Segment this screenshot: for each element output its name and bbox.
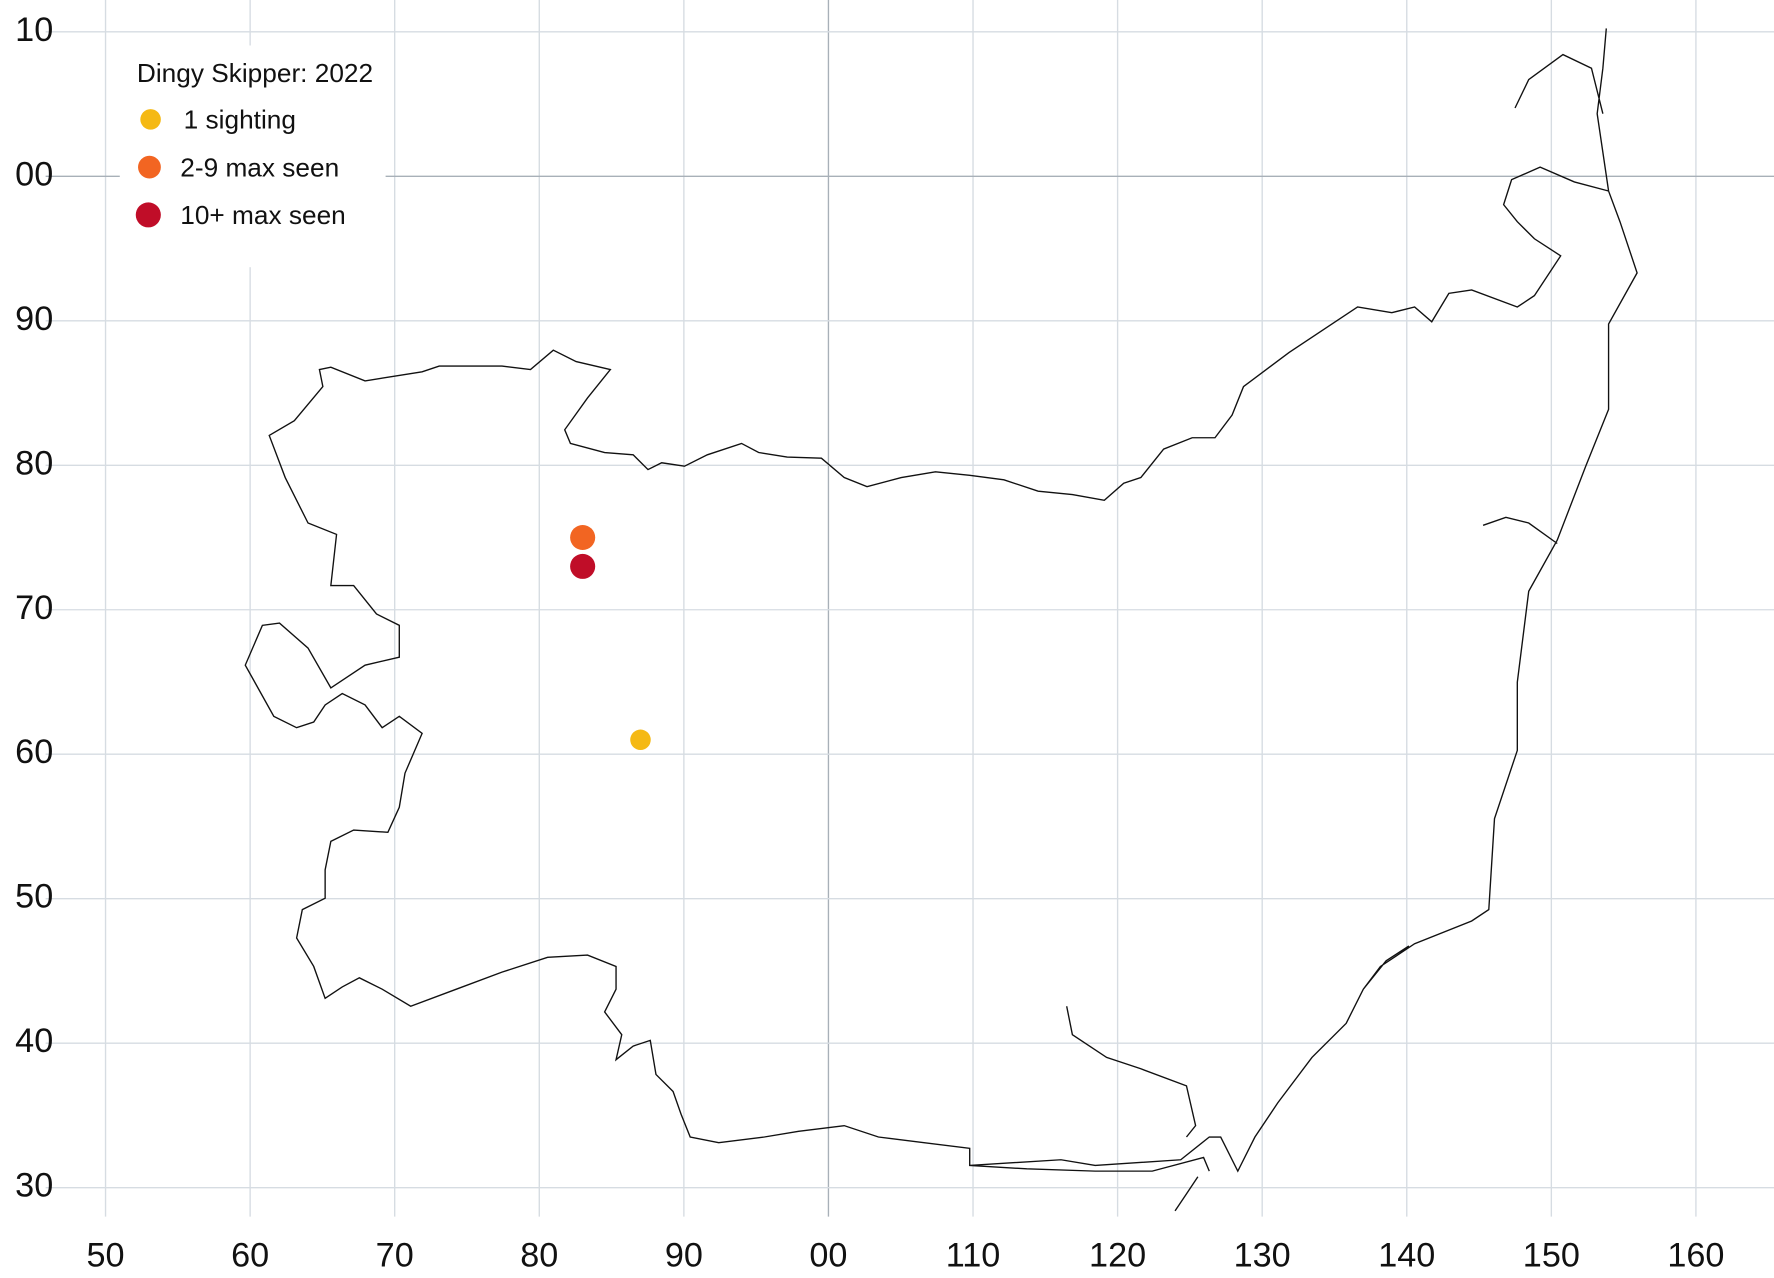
y-tick-label: 90 bbox=[15, 300, 53, 338]
sighting-dot bbox=[570, 553, 596, 579]
grid bbox=[45, 0, 1774, 1217]
legend-background bbox=[119, 45, 386, 268]
sighting-dot bbox=[570, 524, 596, 551]
legend-marker bbox=[140, 109, 161, 130]
y-tick-label: 10 bbox=[15, 11, 53, 49]
y-tick-label: 80 bbox=[15, 444, 53, 482]
x-tick-label: 80 bbox=[520, 1237, 558, 1275]
legend-label: 2-9 max seen bbox=[180, 152, 339, 182]
county-boundary bbox=[244, 28, 1638, 1212]
x-tick-label: 90 bbox=[665, 1237, 703, 1275]
legend-label: 10+ max seen bbox=[180, 200, 346, 230]
y-tick-label: 00 bbox=[15, 155, 53, 193]
y-tick-label: 50 bbox=[15, 878, 53, 916]
legend-marker bbox=[138, 155, 161, 179]
legend-title: Dingy Skipper: 2022 bbox=[137, 58, 373, 88]
sightings bbox=[570, 524, 651, 751]
legend: 1 sighting 2-9 max seen 10+ max seen bbox=[135, 105, 346, 230]
sighting-dot bbox=[630, 729, 651, 751]
x-tick-label: 130 bbox=[1234, 1237, 1291, 1275]
legend-marker bbox=[135, 202, 161, 228]
x-tick-label: 60 bbox=[231, 1237, 269, 1275]
x-tick-label: 110 bbox=[946, 1237, 1001, 1275]
x-tick-label: 00 bbox=[809, 1237, 847, 1275]
x-tick-label: 70 bbox=[376, 1237, 414, 1275]
y-tick-label: 30 bbox=[15, 1167, 53, 1205]
legend-label: 1 sighting bbox=[184, 105, 296, 135]
x-tick-label: 140 bbox=[1378, 1237, 1435, 1275]
x-tick-label: 120 bbox=[1089, 1237, 1146, 1275]
y-tick-label: 70 bbox=[15, 589, 53, 627]
x-tick-label: 50 bbox=[87, 1237, 125, 1275]
x-tick-label: 150 bbox=[1523, 1237, 1580, 1275]
y-tick-label: 40 bbox=[15, 1022, 53, 1060]
x-tick-label: 160 bbox=[1667, 1237, 1724, 1275]
y-tick-label: 60 bbox=[15, 733, 53, 771]
